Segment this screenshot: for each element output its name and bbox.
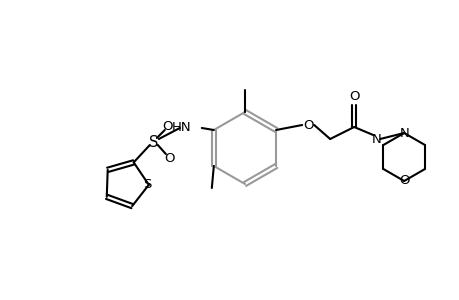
Text: O: O	[162, 119, 173, 133]
Text: N: N	[370, 133, 380, 146]
Text: O: O	[164, 152, 175, 164]
Text: S: S	[149, 134, 158, 149]
Text: S: S	[143, 178, 151, 191]
Text: O: O	[398, 175, 409, 188]
Text: HN: HN	[172, 121, 191, 134]
Text: N: N	[398, 127, 408, 140]
Text: O: O	[348, 89, 358, 103]
Text: O: O	[302, 118, 313, 131]
